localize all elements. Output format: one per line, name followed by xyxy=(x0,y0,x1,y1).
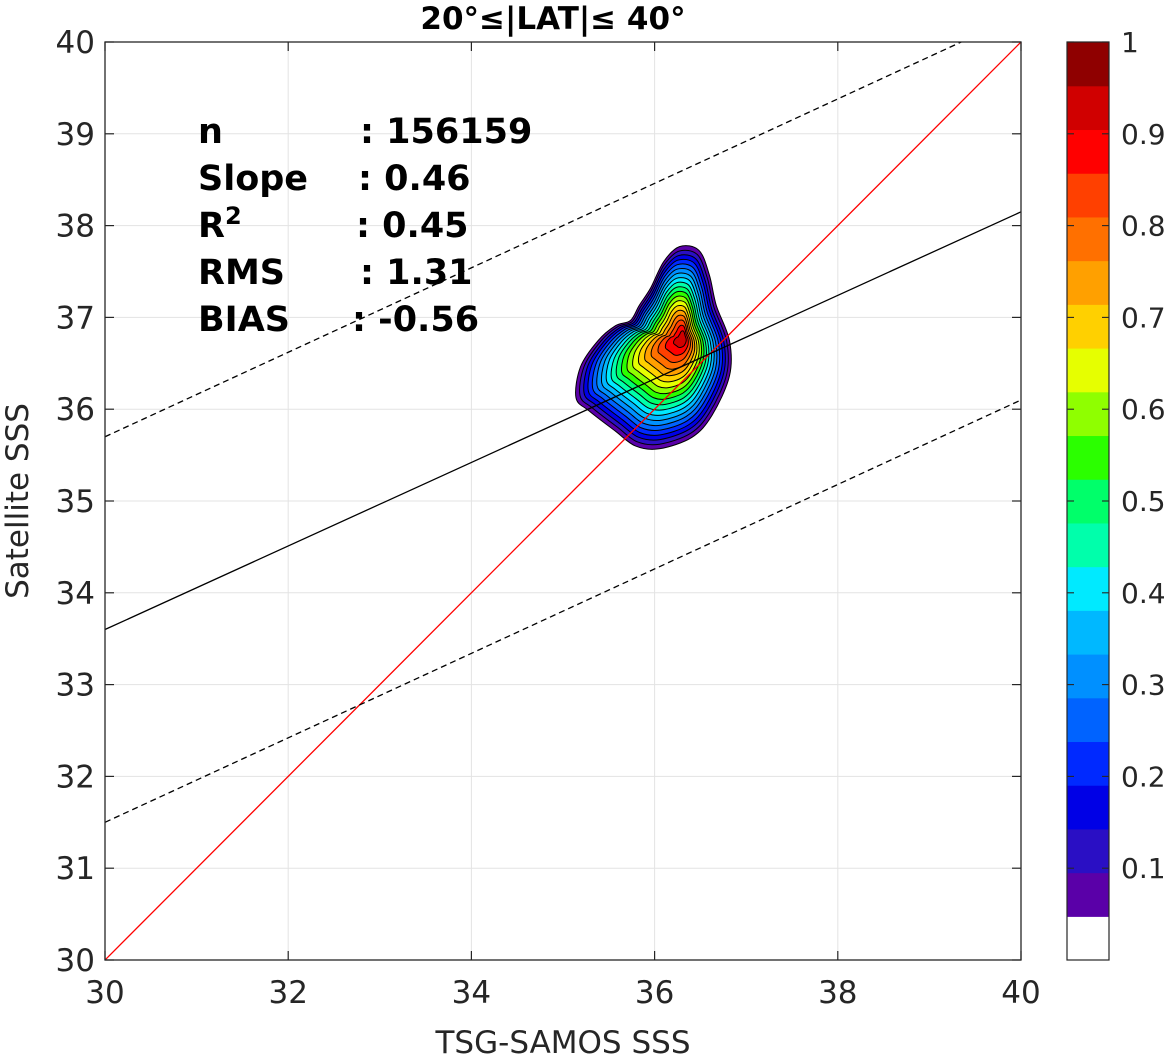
x-tick-label: 34 xyxy=(452,975,491,1011)
y-tick-label: 30 xyxy=(56,943,95,979)
colorbar-tick-label: 0.9 xyxy=(1121,118,1166,151)
colorbar-swatch xyxy=(1067,610,1109,655)
density-contours xyxy=(575,245,732,450)
stat-label: n xyxy=(198,112,223,152)
colorbar-swatch xyxy=(1067,785,1109,830)
stat-label: Slope xyxy=(198,159,308,199)
x-tick-label: 30 xyxy=(85,975,124,1011)
colorbar-swatch xyxy=(1067,522,1109,568)
stat-label: BIAS xyxy=(198,300,290,340)
y-axis-label: Satellite SSS xyxy=(0,403,36,599)
colorbar-swatch xyxy=(1067,42,1109,87)
stat-value: : 1.31 xyxy=(360,253,473,293)
colorbar-swatch xyxy=(1067,391,1109,437)
colorbar-tick-label: 0.3 xyxy=(1121,669,1166,702)
chart-title: 20°≤|LAT|≤ 40° xyxy=(420,1,685,37)
colorbar-swatch xyxy=(1067,260,1109,305)
stat-value: : -0.56 xyxy=(352,300,479,340)
y-tick-label: 31 xyxy=(56,851,95,887)
colorbar-swatch xyxy=(1067,304,1109,349)
colorbar-swatch xyxy=(1067,741,1109,786)
colorbar-tick-label: 0.5 xyxy=(1121,485,1166,518)
x-tick-label: 40 xyxy=(1001,975,1040,1011)
colorbar-tick-label: 0.7 xyxy=(1121,301,1166,334)
y-tick-label: 36 xyxy=(56,392,95,428)
y-tick-label: 33 xyxy=(56,668,95,704)
x-axis-label: TSG-SAMOS SSS xyxy=(435,1025,691,1055)
colorbar-swatch xyxy=(1067,828,1109,874)
stat-value: : 0.45 xyxy=(356,206,469,246)
colorbar-swatch xyxy=(1067,129,1109,174)
colorbar-tick-label: 0.2 xyxy=(1121,760,1166,793)
colorbar-tick-label: 0.4 xyxy=(1121,577,1166,610)
axis-ticks: 30 32 34 36 38 40 30 31 32 33 34 35 36 37 38 39 40 xyxy=(56,25,1041,1011)
colorbar-swatch xyxy=(1067,654,1109,699)
colorbar-tick-label: 0.8 xyxy=(1121,210,1166,243)
x-tick-label: 32 xyxy=(268,975,307,1011)
y-tick-label: 32 xyxy=(56,759,95,795)
stats-annotation: n : 156159 Slope : 0.46 R2 : 0.45 RMS : 1.31 BIA… xyxy=(198,112,532,340)
colorbar-swatch xyxy=(1067,173,1109,218)
colorbar-swatch xyxy=(1067,566,1109,611)
colorbar-swatch xyxy=(1067,916,1109,961)
stat-label: RMS xyxy=(198,253,285,293)
y-tick-label: 38 xyxy=(56,209,95,245)
upper-bound-line xyxy=(105,42,963,438)
one-to-one-line xyxy=(105,42,1021,960)
colorbar-swatch xyxy=(1067,348,1109,393)
y-tick-label: 37 xyxy=(56,300,95,336)
lower-bound-line xyxy=(105,399,1021,823)
colorbar-swatch xyxy=(1067,435,1109,480)
contour-level xyxy=(673,330,687,349)
colorbar-tick-label: 0.6 xyxy=(1121,393,1166,426)
stat-superscript: 2 xyxy=(225,202,242,230)
stat-value: : 0.46 xyxy=(358,159,471,199)
stat-label: R2 xyxy=(198,202,242,246)
colorbar: 0.1 0.2 0.3 0.4 0.5 0.6 0.7 0.8 0.9 1 xyxy=(1066,26,1166,961)
colorbar-swatch xyxy=(1067,872,1109,917)
y-tick-label: 39 xyxy=(56,117,95,153)
colorbar-tick-label: 1 xyxy=(1121,26,1139,59)
regression-line xyxy=(105,211,1021,631)
colorbar-tick-label: 0.1 xyxy=(1121,852,1166,885)
y-tick-label: 35 xyxy=(56,484,95,520)
y-tick-label: 40 xyxy=(56,25,95,61)
colorbar-swatch xyxy=(1067,697,1109,743)
stat-value: : 156159 xyxy=(360,112,532,152)
colorbar-swatch xyxy=(1067,216,1109,262)
y-tick-label: 34 xyxy=(56,576,95,612)
x-tick-label: 36 xyxy=(635,975,674,1011)
x-tick-label: 38 xyxy=(818,975,857,1011)
colorbar-swatch xyxy=(1067,85,1109,131)
reference-lines xyxy=(105,42,1021,960)
